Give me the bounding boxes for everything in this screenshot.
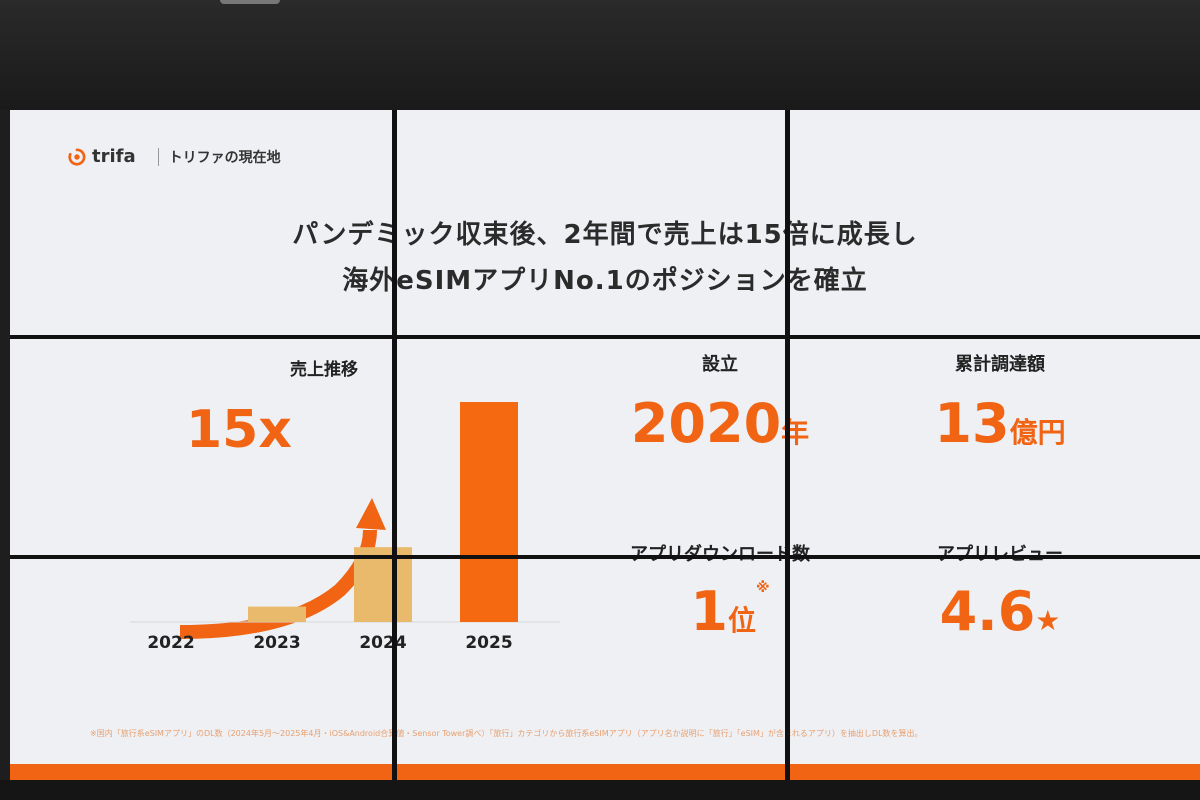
footnote-mark: ※	[755, 580, 770, 596]
downloads-value: 1位 ※	[580, 580, 880, 643]
section-title: トリファの現在地	[168, 149, 281, 166]
divider	[157, 147, 159, 166]
growth-annotation: 15x	[186, 400, 292, 460]
footnote: ※国内「旅行系eSIMアプリ」のDL数（2024年5月～2025年4月・iOS&…	[90, 729, 923, 738]
ceiling	[0, 0, 1200, 110]
screen-bezel-v1	[392, 110, 397, 780]
review-number: 4.6	[939, 580, 1036, 643]
review-value: 4.6★	[850, 580, 1150, 643]
tick-label-2022: 2022	[147, 633, 194, 653]
accent-strip	[10, 764, 1200, 780]
bar-2023	[248, 606, 306, 622]
trifa-logo-icon	[68, 147, 86, 165]
sales-bar-chart: 2022 2023 2024 2025	[130, 402, 560, 653]
funding-unit: 億円	[1009, 416, 1066, 449]
founded-number: 2020	[630, 392, 782, 455]
funding-number: 13	[934, 392, 1010, 455]
funding-value: 13億円	[850, 392, 1150, 455]
bar-2025	[460, 402, 518, 622]
tick-label-2025: 2025	[465, 633, 512, 653]
downloads-number: 1	[690, 580, 728, 643]
chart-title: 売上推移	[290, 360, 358, 380]
brand-header: trifa トリファの現在地	[68, 146, 281, 167]
screen-bezel-h2	[10, 555, 1200, 559]
screen-bezel-h1	[10, 335, 1200, 339]
downloads-unit: 位	[727, 604, 756, 637]
founded-label: 設立	[702, 354, 738, 375]
funding-label: 累計調達額	[955, 354, 1045, 375]
screen-bezel-v2	[785, 110, 790, 780]
founded-value: 2020年	[570, 392, 870, 455]
headline-line-1: パンデミック収束後、2年間で売上は15倍に成長し	[292, 220, 918, 250]
presentation-slide: trifa トリファの現在地 パンデミック収束後、2年間で売上は15倍に成長し …	[10, 110, 1200, 780]
tick-label-2024: 2024	[359, 633, 406, 653]
star-icon: ★	[1035, 604, 1061, 637]
floor	[0, 780, 1200, 800]
review-label: アプリレビュー	[870, 540, 1130, 566]
brand-name: trifa	[92, 146, 136, 167]
tick-label-2023: 2023	[253, 633, 300, 653]
ceiling-light	[220, 0, 280, 4]
bar-2024	[354, 547, 412, 622]
growth-arrow-head-icon	[356, 498, 386, 530]
headline-line-2: 海外eSIMアプリNo.1のポジションを確立	[342, 266, 868, 296]
downloads-label: アプリダウンロード数	[590, 540, 850, 566]
